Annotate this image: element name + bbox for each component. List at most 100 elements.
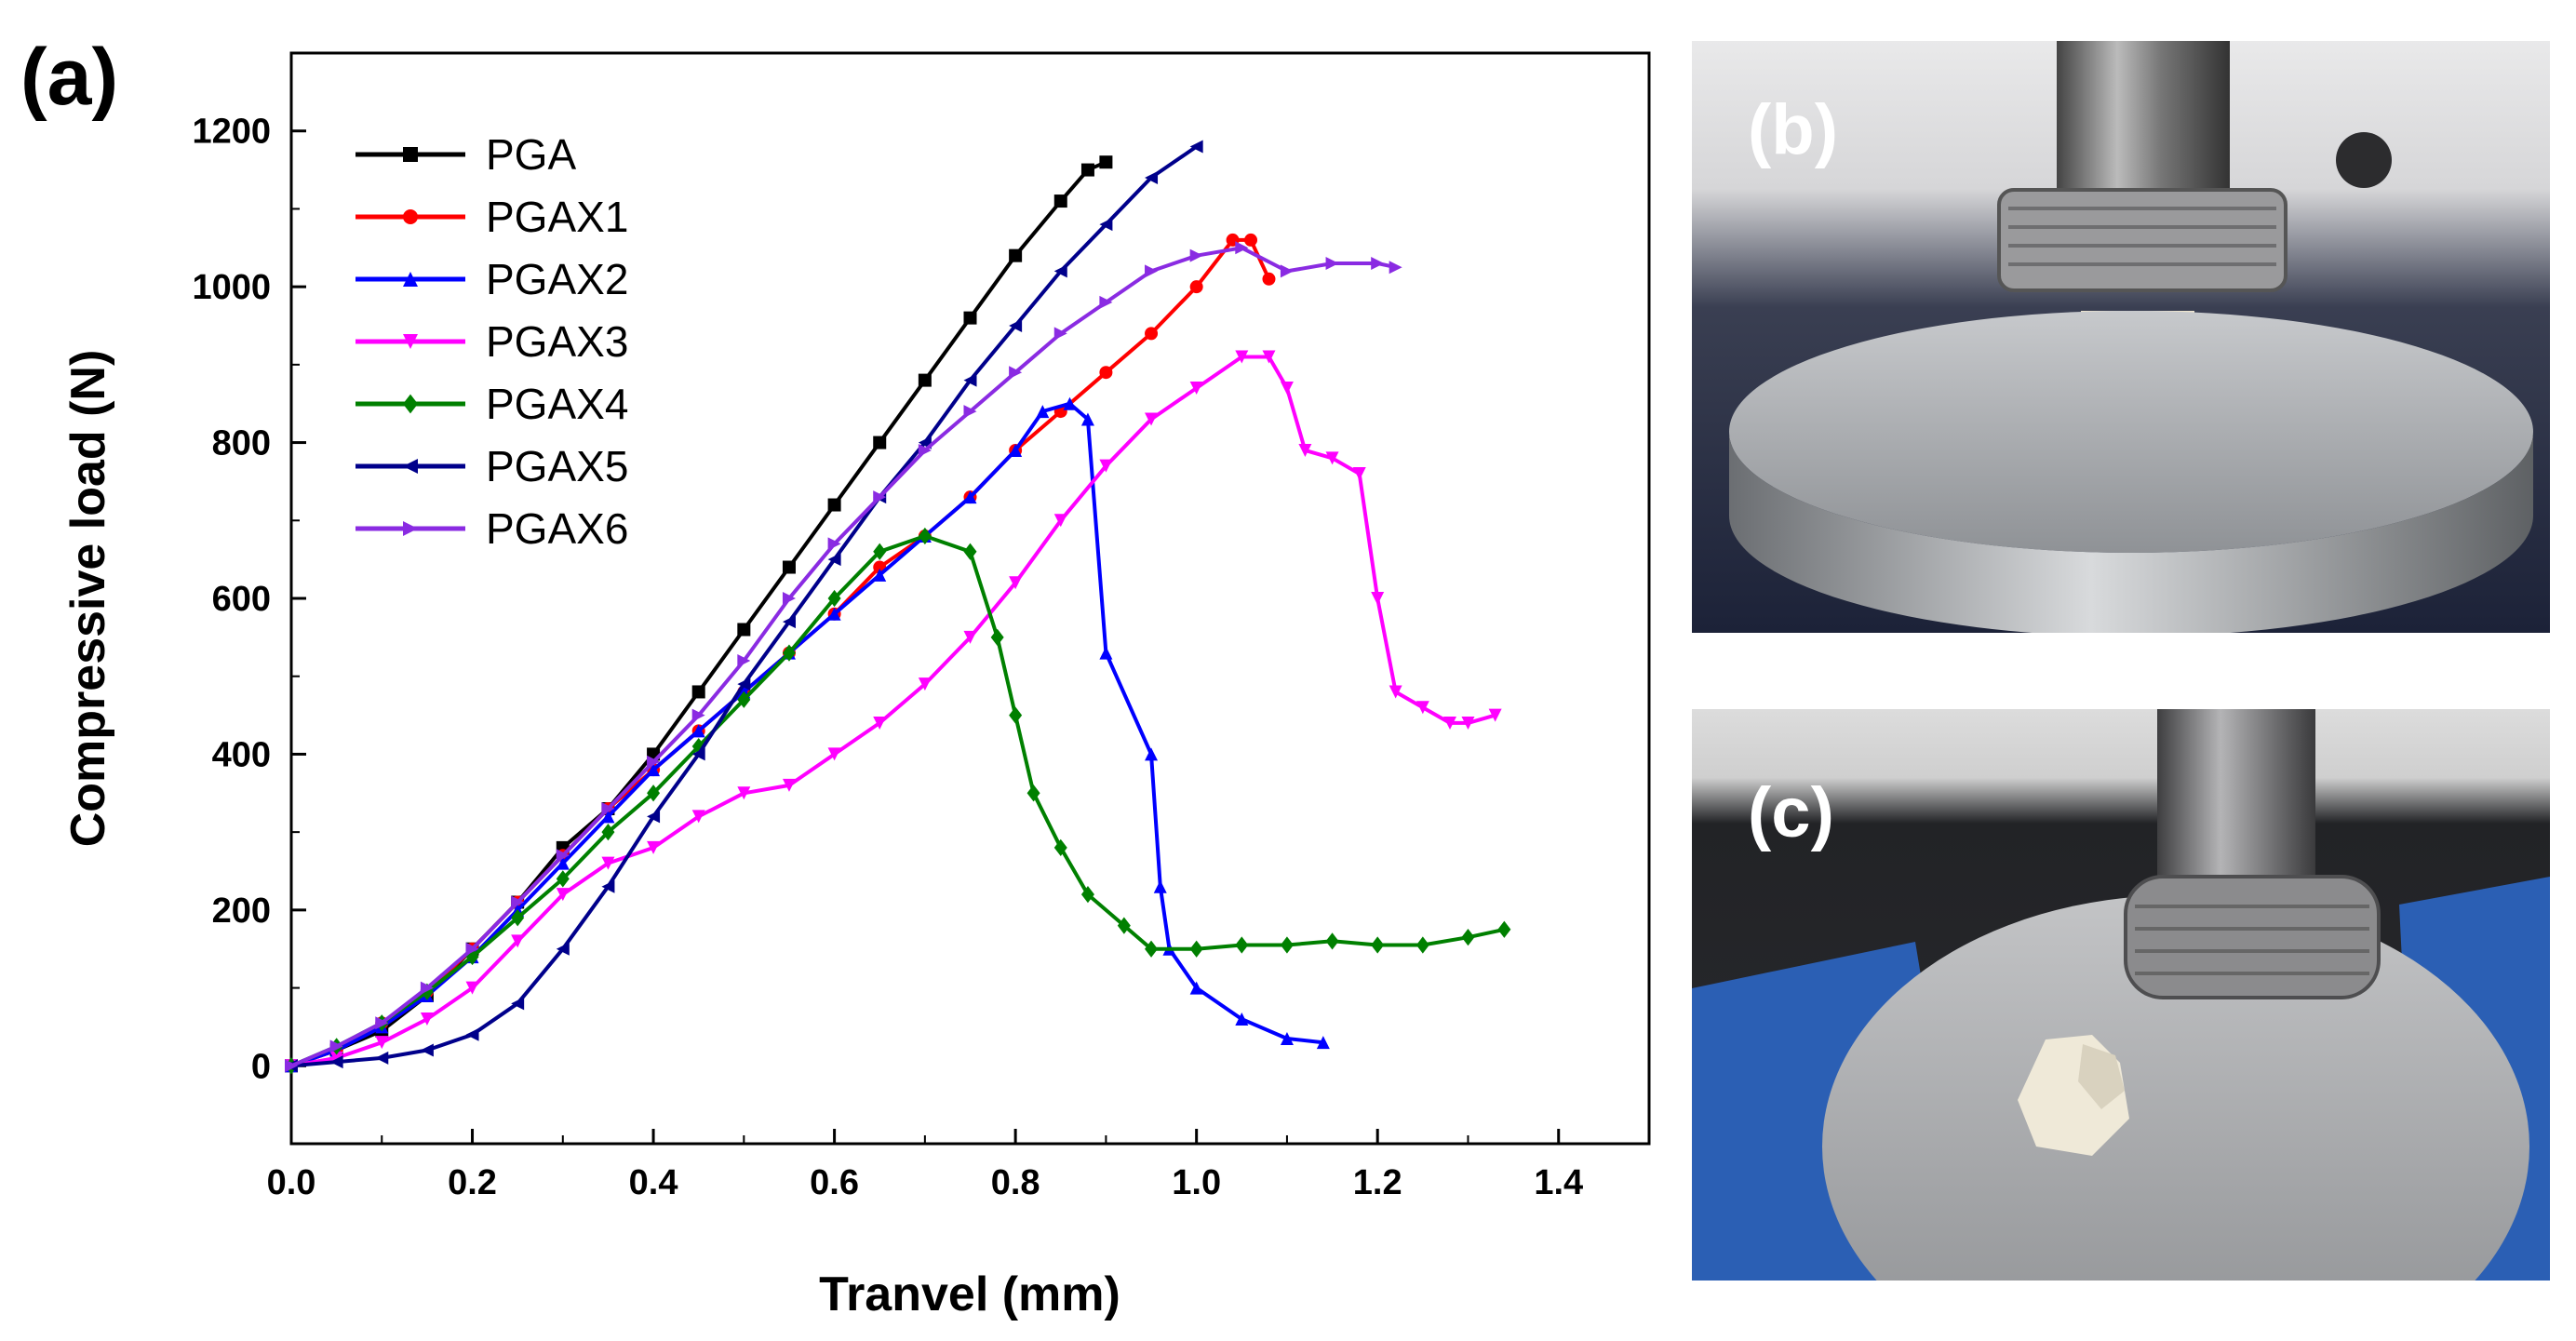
data-point (1325, 451, 1339, 465)
data-point (990, 628, 1004, 646)
data-point (1145, 940, 1159, 958)
data-point (873, 436, 887, 449)
data-point (403, 147, 418, 162)
data-point (1389, 261, 1402, 275)
data-point (1235, 350, 1249, 364)
data-point (1189, 248, 1203, 262)
data-point (1189, 381, 1203, 395)
data-point (782, 644, 796, 662)
legend-item: PGA (356, 130, 576, 179)
legend-label: PGAX5 (486, 442, 628, 490)
data-point (1036, 405, 1050, 419)
data-point (691, 708, 705, 722)
data-point (511, 895, 525, 909)
data-point (827, 553, 841, 567)
legend-item: PGAX4 (356, 380, 628, 428)
data-point (963, 543, 977, 560)
data-point (420, 1043, 434, 1057)
data-point (1461, 716, 1475, 730)
data-point (1099, 646, 1113, 660)
data-point (1117, 917, 1131, 934)
legend: PGA PGAX1 PGAX2 PGAX3 PGAX4 PGAX5 PGAX6 (356, 130, 628, 553)
data-point (873, 490, 887, 504)
data-point (329, 1051, 343, 1065)
data-point (1145, 170, 1159, 184)
legend-label: PGAX2 (486, 255, 628, 303)
data-point (737, 677, 751, 691)
data-point (691, 685, 705, 699)
y-tick-label: 800 (212, 424, 271, 463)
series-pgax6 (285, 241, 1402, 1073)
data-point (737, 691, 751, 708)
data-point (601, 879, 615, 893)
data-point (782, 592, 796, 605)
legend-item: PGAX5 (356, 442, 628, 490)
data-point (420, 981, 434, 995)
data-point (1497, 920, 1511, 938)
x-tick-label: 0.6 (810, 1163, 859, 1202)
data-point (403, 334, 418, 349)
legend-label: PGAX1 (486, 193, 628, 241)
data-point (827, 537, 841, 551)
data-point (691, 724, 705, 738)
legend-label: PGA (486, 130, 576, 179)
data-point (403, 459, 418, 474)
data-point (1244, 233, 1258, 247)
x-tick-label: 0.0 (267, 1163, 316, 1202)
legend-item: PGAX3 (356, 317, 628, 366)
data-point (1145, 264, 1159, 278)
data-point (737, 623, 751, 637)
data-point (1280, 381, 1294, 395)
data-point (1371, 592, 1385, 605)
data-point (1262, 350, 1276, 364)
data-point (1325, 932, 1339, 950)
data-point (1009, 248, 1023, 262)
x-tick-label: 1.2 (1353, 1163, 1402, 1202)
data-point (556, 856, 570, 870)
data-point (1009, 366, 1023, 380)
data-point (963, 490, 977, 504)
data-point (1099, 366, 1113, 380)
series-line (290, 160, 1107, 1068)
data-point (1145, 412, 1159, 426)
y-axis-title: Compressive load (N) (61, 350, 115, 848)
data-point (329, 1039, 343, 1053)
data-point (511, 997, 525, 1011)
data-point (375, 1036, 389, 1050)
x-tick-label: 0.4 (629, 1163, 678, 1202)
data-point (1189, 140, 1203, 154)
legend-label: PGAX6 (486, 504, 628, 553)
series-pgax3 (285, 350, 1502, 1073)
panel-c-label: (c) (1748, 773, 1834, 852)
data-point (827, 498, 841, 512)
data-point (1461, 929, 1475, 946)
data-point (1153, 879, 1167, 893)
data-point (1053, 264, 1067, 278)
data-point (1009, 576, 1023, 590)
y-tick-label: 600 (212, 580, 271, 619)
series-pgax2 (285, 396, 1330, 1073)
data-point (1099, 295, 1113, 309)
data-point (1235, 241, 1249, 255)
data-point (1352, 467, 1366, 481)
data-point (963, 373, 977, 387)
data-point (918, 373, 932, 387)
data-point (1063, 396, 1077, 410)
data-point (1099, 459, 1113, 473)
legend-item: PGAX6 (356, 504, 628, 553)
data-point (1443, 716, 1457, 730)
data-point (556, 888, 570, 902)
data-point (375, 1051, 389, 1065)
data-point (1280, 1031, 1294, 1045)
data-point (1053, 194, 1067, 208)
data-point (691, 737, 705, 756)
data-point (647, 810, 661, 824)
data-point (465, 981, 479, 995)
data-point (1099, 218, 1113, 232)
data-point (918, 677, 932, 691)
x-tick-label: 1.0 (1172, 1163, 1221, 1202)
data-point (601, 802, 615, 816)
data-point (403, 521, 418, 536)
data-point (963, 630, 977, 644)
data-point (1080, 163, 1094, 177)
